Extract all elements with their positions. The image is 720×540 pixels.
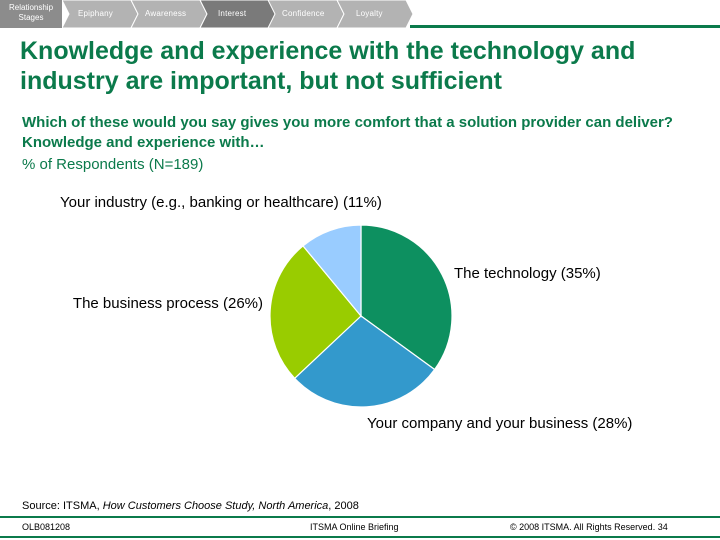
slice-label-business-process: The business process (26%) [72, 295, 263, 312]
stage-chevrons [61, 0, 414, 29]
stage-label-confidence: Confidence [282, 9, 325, 18]
slice-label-industry: Your industry (e.g., banking or healthca… [60, 194, 382, 211]
stage-label-interest: Interest [218, 9, 247, 18]
footer-top-rule [0, 516, 720, 518]
source-note: Source: ITSMA, How Customers Choose Stud… [22, 500, 359, 512]
pie-slice-technology [360, 224, 453, 371]
source-study-title: How Customers Choose Study, North Americ… [102, 500, 329, 512]
slice-label-company: Your company and your business (28%) [367, 415, 633, 432]
slice-label-technology: The technology (35%) [454, 265, 601, 282]
stage-label-awareness: Awareness [145, 9, 187, 18]
survey-question: Which of these would you say gives you m… [22, 114, 673, 151]
footer-copyright: © 2008 ITSMA. All Rights Reserved. 34 [510, 522, 668, 532]
footer-briefing-name: ITSMA Online Briefing [310, 522, 399, 532]
source-prefix: Source: ITSMA, [22, 500, 103, 512]
stage-label-epiphany: Epiphany [78, 9, 113, 18]
footer-bottom-rule [0, 536, 720, 538]
respondent-base: % of Respondents (N=189) [22, 156, 204, 173]
source-suffix: , 2008 [328, 500, 359, 512]
stage-bar-title: Relationship Stages [0, 0, 62, 28]
slide-headline: Knowledge and experience with the techno… [20, 37, 636, 95]
pie-slice-industry [302, 224, 362, 318]
pie-slice-business-process [269, 245, 362, 380]
pie-slice-company [293, 315, 436, 408]
relationship-stage-bar: Relationship Stages Epiphany Awareness I… [0, 0, 720, 30]
stage-bar-rule [410, 25, 720, 28]
stage-label-loyalty: Loyalty [356, 9, 383, 18]
footer-document-code: OLB081208 [22, 522, 71, 532]
stage-chevron-loyalty [336, 0, 414, 29]
